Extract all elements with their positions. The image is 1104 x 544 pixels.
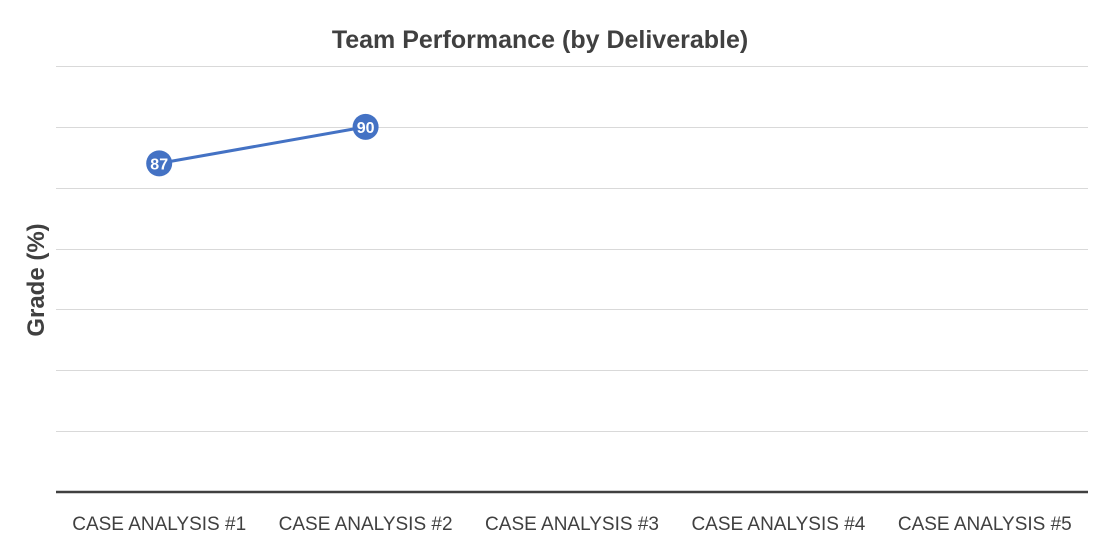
data-point [352,113,379,140]
chart-title: Team Performance (by Deliverable) [331,26,749,54]
x-tick-label: CASE ANALYSIS #5 [898,514,1072,535]
data-point [146,150,173,177]
x-tick-label: CASE ANALYSIS #1 [72,514,246,535]
x-tick-label: CASE ANALYSIS #4 [691,514,865,535]
data-label: 90 [357,120,375,137]
x-tick-label: CASE ANALYSIS #2 [279,514,453,535]
data-label: 87 [150,156,168,173]
x-tick-label: CASE ANALYSIS #3 [485,514,659,535]
series-line [158,125,366,165]
